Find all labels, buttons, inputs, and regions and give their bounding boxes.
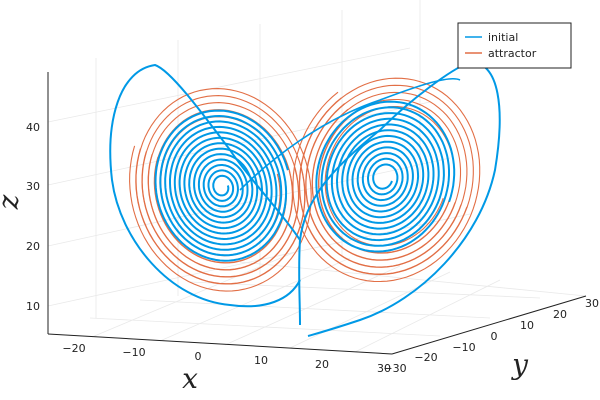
- y-tick-label: 10: [520, 319, 534, 332]
- x-axis-line: [47, 333, 393, 355]
- y-tick-label: 0: [491, 330, 498, 343]
- z-ticks: 10 20 30 40: [26, 121, 40, 313]
- y-ticks: −30 −20 −10 0 10 20 30: [383, 297, 599, 375]
- x-tick-label: 20: [315, 358, 329, 371]
- z-axis-label: z: [0, 194, 25, 210]
- z-tick-label: 20: [26, 240, 40, 253]
- y-tick-label: −30: [383, 362, 406, 375]
- grid-line: [224, 265, 401, 346]
- y-tick-label: 20: [553, 308, 567, 321]
- z-tick-label: 10: [26, 300, 40, 313]
- grid-line: [289, 271, 451, 349]
- attractor-curve: [129, 88, 312, 292]
- grid-line: [139, 299, 491, 319]
- curves: [109, 60, 501, 337]
- y-axis-line: [391, 295, 587, 355]
- legend-label-attractor: attractor: [488, 47, 537, 60]
- x-tick-label: −10: [122, 346, 145, 359]
- y-axis-label: y: [510, 348, 529, 381]
- grid-line: [189, 281, 541, 299]
- x-tick-label: 10: [254, 354, 268, 367]
- x-axis-label: x: [182, 362, 198, 395]
- x-ticks: −20 −10 0 10 20 30: [62, 342, 391, 375]
- x-tick-label: −20: [62, 342, 85, 355]
- legend: initial attractor: [457, 22, 572, 69]
- grid-line: [159, 257, 351, 342]
- initial-curve-outer-loop: [109, 63, 301, 308]
- z-tick-label: 30: [26, 180, 40, 193]
- attractor-curve: [318, 106, 455, 254]
- initial-curve-bridge: [239, 77, 461, 191]
- initial-curve-right-lobe: [315, 100, 456, 253]
- grid-line: [239, 261, 587, 297]
- legend-box: [457, 22, 572, 69]
- y-tick-label: −20: [414, 351, 437, 364]
- y-tick-label: −10: [452, 341, 475, 354]
- legend-label-initial: initial: [488, 31, 518, 44]
- y-tick-label: 30: [585, 297, 599, 310]
- initial-curve-left-lobe: [154, 109, 289, 262]
- x-tick-label: 30: [377, 362, 391, 375]
- z-tick-label: 40: [26, 121, 40, 134]
- grid-line: [47, 157, 451, 247]
- grid-line: [354, 279, 501, 353]
- attractor-curve: [292, 77, 481, 283]
- x-tick-label: 0: [195, 350, 202, 363]
- grid-line: [47, 47, 411, 123]
- axes: [47, 72, 587, 355]
